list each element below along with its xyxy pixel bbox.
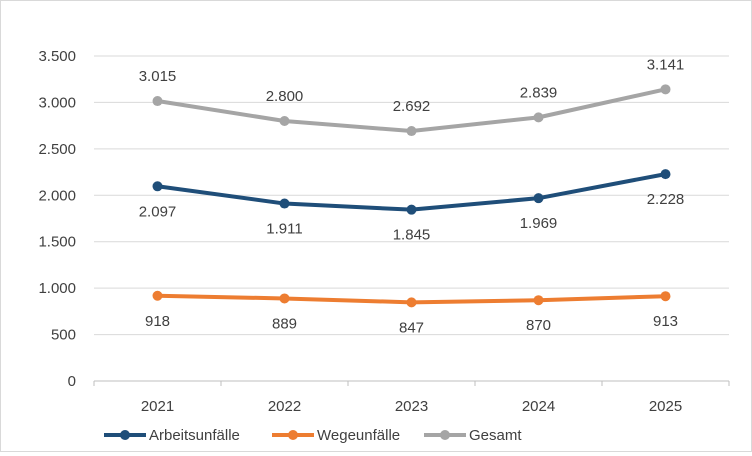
y-tick-label: 3.000 (38, 94, 76, 111)
data-point (152, 290, 163, 301)
data-point (406, 204, 417, 215)
legend-marker (120, 430, 130, 440)
data-point (152, 96, 163, 107)
x-tick-label: 2024 (522, 398, 555, 415)
data-point (660, 291, 671, 302)
x-tick-label: 2025 (649, 398, 682, 415)
series-line (157, 172, 666, 212)
y-tick-label: 2.000 (38, 187, 76, 204)
y-tick-label: 0 (68, 373, 76, 390)
data-label: 2.839 (520, 84, 558, 101)
legend-label: Gesamt (469, 427, 522, 444)
data-label: 1.845 (393, 227, 431, 244)
x-tick-label: 2023 (395, 398, 428, 415)
legend-marker (440, 430, 450, 440)
data-point (279, 116, 290, 126)
data-point (406, 297, 417, 308)
data-label: 847 (399, 319, 424, 336)
data-label: 1.911 (266, 221, 302, 238)
y-tick-label: 1.500 (38, 234, 76, 251)
data-point (533, 295, 544, 306)
data-point (152, 181, 163, 192)
data-point (533, 193, 544, 204)
data-point (660, 84, 671, 95)
y-tick-label: 3.500 (38, 48, 76, 65)
x-tick-label: 2022 (268, 398, 301, 415)
data-label: 2.692 (393, 98, 431, 115)
data-label: 918 (145, 313, 170, 330)
legend-label: Wegeunfälle (317, 427, 400, 444)
y-tick-label: 1.000 (38, 280, 76, 297)
y-tick-label: 500 (51, 327, 76, 344)
data-label: 3.015 (139, 68, 177, 85)
data-point (533, 112, 544, 123)
legend-label: Arbeitsunfälle (149, 427, 240, 444)
data-label: 1.969 (520, 215, 558, 232)
x-tick-label: 2021 (141, 398, 174, 415)
data-label: 3.141 (647, 56, 685, 73)
data-label: 2.800 (266, 88, 304, 105)
data-label: 2.097 (139, 203, 177, 220)
data-point (406, 126, 417, 137)
data-point (279, 198, 290, 209)
data-point (660, 169, 671, 180)
data-label: 889 (272, 315, 297, 332)
data-label: 2.228 (647, 191, 685, 208)
data-point (279, 293, 290, 304)
legend-marker (288, 430, 298, 440)
y-tick-label: 2.500 (38, 141, 76, 158)
data-label: 913 (653, 313, 678, 330)
data-label: 870 (526, 317, 551, 334)
